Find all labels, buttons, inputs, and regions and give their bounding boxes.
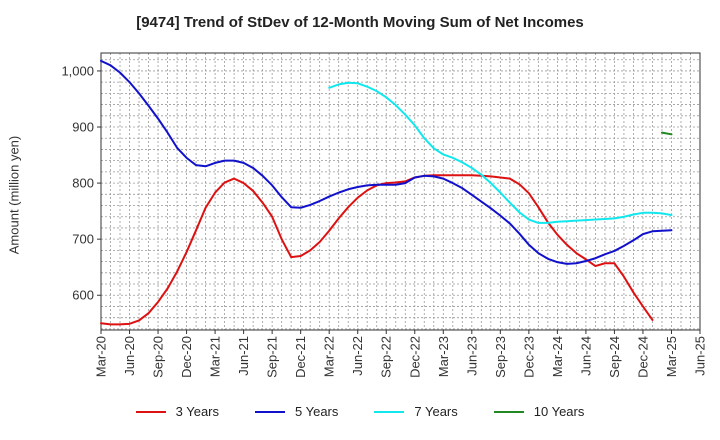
y-tick-label: 800 bbox=[72, 176, 94, 191]
plot-background bbox=[101, 53, 700, 330]
x-tick-label: Jun-22 bbox=[350, 336, 365, 376]
legend-label: 7 Years bbox=[414, 404, 458, 419]
x-tick-label: Dec-20 bbox=[179, 336, 194, 378]
x-tick-label: Mar-24 bbox=[550, 336, 565, 377]
x-tick-label: Dec-23 bbox=[521, 336, 536, 378]
x-tick-label: Jun-25 bbox=[693, 336, 708, 376]
legend-swatch bbox=[493, 410, 524, 413]
y-tick-label: 900 bbox=[72, 120, 94, 135]
x-tick-label: Sep-24 bbox=[607, 336, 622, 378]
y-tick-label: 700 bbox=[72, 232, 94, 247]
legend-item: 10 Years bbox=[493, 404, 585, 419]
series-line-5-years bbox=[100, 59, 673, 265]
legend-label: 10 Years bbox=[533, 404, 585, 419]
x-tick-label: Mar-21 bbox=[208, 336, 223, 377]
x-tick-label: Mar-25 bbox=[664, 336, 679, 377]
x-tick-label: Jun-23 bbox=[464, 336, 479, 376]
x-tick-label: Sep-22 bbox=[379, 336, 394, 378]
y-tick-label: 600 bbox=[72, 288, 94, 303]
x-tick-label: Mar-20 bbox=[94, 336, 109, 377]
series-line-7-years bbox=[328, 81, 673, 224]
chart-title: [9474] Trend of StDev of 12-Month Moving… bbox=[136, 14, 584, 31]
plot-frame bbox=[100, 52, 701, 331]
x-tick-label: Dec-24 bbox=[635, 336, 650, 378]
legend-item: 5 Years bbox=[255, 404, 338, 419]
legend-swatch bbox=[135, 410, 166, 413]
x-tick-label: Mar-23 bbox=[436, 336, 451, 377]
x-tick-label: Sep-23 bbox=[493, 336, 508, 378]
y-tick-label: 1,000 bbox=[61, 63, 94, 78]
x-tick-label: Sep-20 bbox=[151, 336, 166, 378]
legend-swatch bbox=[374, 410, 405, 413]
legend: 3 Years 5 Years 7 Years 10 Years bbox=[0, 404, 720, 419]
legend-label: 5 Years bbox=[295, 404, 339, 419]
x-tick-label: Sep-21 bbox=[265, 336, 280, 378]
x-tick-label: Jun-20 bbox=[122, 336, 137, 376]
x-tick-label: Mar-22 bbox=[322, 336, 337, 377]
legend-item: 7 Years bbox=[374, 404, 458, 419]
x-tick-label: Jun-21 bbox=[236, 336, 251, 376]
legend-label: 3 Years bbox=[175, 404, 219, 419]
x-tick-label: Dec-21 bbox=[293, 336, 308, 378]
x-tick-label: Dec-22 bbox=[407, 336, 422, 378]
legend-swatch bbox=[255, 410, 285, 413]
legend-item: 3 Years bbox=[135, 404, 219, 419]
x-tick-label: Jun-24 bbox=[578, 336, 593, 376]
series-line-10-years bbox=[660, 131, 673, 136]
